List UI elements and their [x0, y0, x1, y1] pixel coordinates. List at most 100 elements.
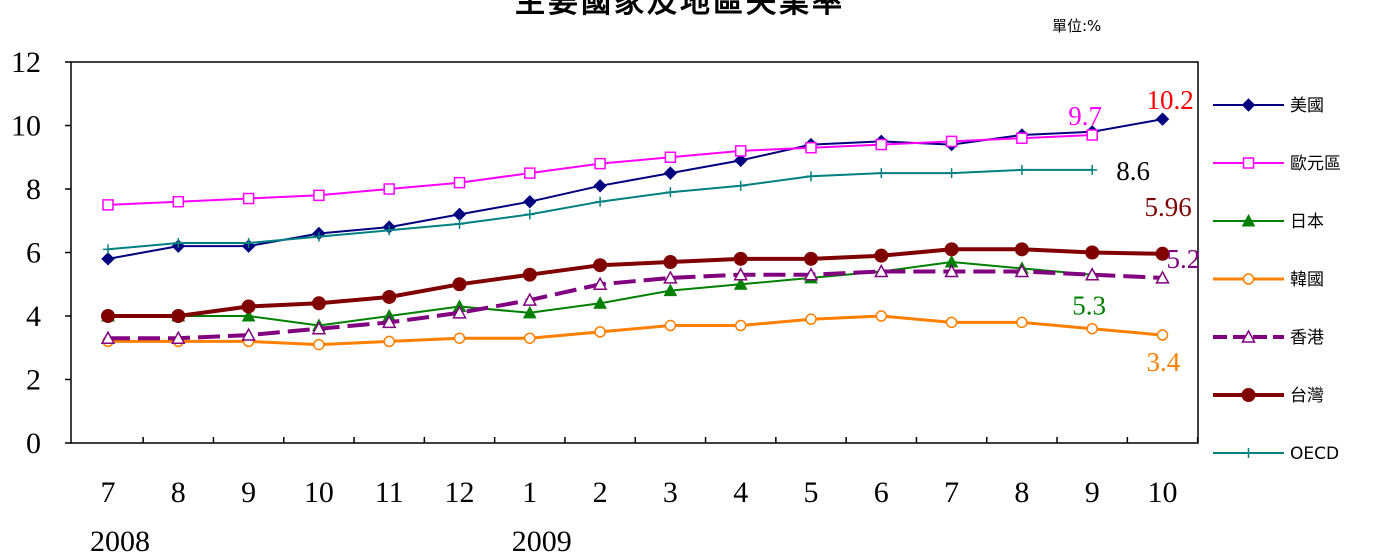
data-point — [874, 248, 889, 263]
data-point — [733, 251, 748, 266]
x-tick-label: 2 — [593, 476, 608, 509]
data-point — [664, 151, 677, 163]
legend-item-5: 台灣 — [1213, 386, 1324, 406]
data-point — [663, 166, 678, 180]
series-line — [108, 247, 1163, 318]
data-point — [453, 332, 466, 344]
data-point — [733, 267, 748, 281]
y-axis: 0 2 4 6 8 10 12 — [11, 46, 71, 460]
data-point — [664, 319, 677, 332]
data-point — [663, 283, 678, 297]
legend-label: 歐元區 — [1290, 154, 1341, 174]
data-point — [875, 138, 888, 151]
data-point — [875, 310, 888, 322]
data-point — [593, 258, 608, 273]
data-point — [805, 313, 817, 325]
data-point — [876, 168, 887, 179]
data-point — [241, 308, 256, 322]
data-point — [1086, 129, 1098, 141]
x-tick-label: 12 — [445, 476, 475, 509]
annotation-layer: 10.2 9.7 8.6 5.96 5.2 5.3 3.4 — [1068, 85, 1200, 377]
data-point — [1241, 329, 1256, 343]
y-tick-label: 8 — [26, 173, 41, 206]
data-point — [945, 316, 958, 329]
y-tick-label: 2 — [26, 364, 41, 397]
data-point — [1155, 270, 1170, 284]
x-tick-label: 3 — [663, 476, 678, 509]
data-point — [595, 196, 606, 207]
data-point — [1155, 246, 1170, 261]
data-point — [522, 305, 537, 319]
data-point — [665, 187, 676, 198]
data-point — [944, 242, 959, 257]
y-tick-label: 4 — [26, 300, 41, 333]
data-point — [594, 157, 606, 170]
data-point — [805, 141, 817, 154]
legend-label: 美國 — [1290, 96, 1324, 116]
data-point — [524, 167, 536, 179]
data-point — [733, 153, 748, 168]
value-annotation: 9.7 — [1068, 101, 1102, 131]
data-point — [1014, 263, 1030, 278]
x-tick-label: 9 — [241, 476, 256, 509]
legend-item-4: 香港 — [1213, 328, 1324, 348]
series-layer — [100, 112, 1170, 351]
data-point — [453, 176, 466, 189]
data-point — [524, 209, 535, 220]
data-point — [735, 180, 746, 191]
data-point — [311, 321, 327, 335]
data-point — [452, 277, 467, 292]
series-line — [108, 314, 1163, 347]
data-point — [1084, 267, 1100, 281]
legend-label: 香港 — [1290, 328, 1324, 348]
data-point — [1156, 329, 1169, 341]
data-point — [383, 183, 395, 195]
x-tick-label: 1 — [522, 476, 537, 509]
data-point — [384, 225, 395, 236]
data-point — [663, 255, 678, 270]
x-tick-label: 8 — [171, 476, 186, 509]
data-point — [102, 199, 114, 211]
legend-item-0: 美國 — [1213, 96, 1324, 116]
data-point — [522, 292, 538, 306]
value-annotation: 8.6 — [1116, 156, 1150, 186]
data-point — [806, 171, 816, 182]
data-point — [1155, 112, 1170, 126]
series-1 — [102, 129, 1098, 211]
data-point — [593, 179, 607, 193]
x-tick-label: 8 — [1014, 476, 1029, 509]
legend-item-6: OECD — [1213, 444, 1339, 464]
y-tick-label: 10 — [11, 110, 41, 143]
data-point — [803, 267, 819, 281]
data-point — [313, 338, 325, 351]
series-3 — [102, 310, 1169, 351]
data-point — [311, 296, 326, 311]
data-point — [874, 263, 889, 278]
data-point — [1243, 448, 1254, 458]
data-point — [593, 296, 607, 309]
data-point — [381, 314, 397, 329]
series-5 — [101, 242, 1170, 323]
data-point — [101, 252, 115, 266]
series-line — [108, 269, 1163, 341]
data-point — [1014, 242, 1029, 257]
legend-label: OECD — [1290, 444, 1339, 464]
data-point — [524, 332, 536, 344]
data-point — [1241, 388, 1256, 402]
data-point — [171, 309, 186, 323]
data-point — [1241, 213, 1256, 227]
data-point — [100, 330, 116, 344]
data-point — [1016, 316, 1028, 329]
year-label: 2009 — [512, 525, 572, 552]
x-tick-label: 10 — [1148, 476, 1178, 509]
data-point — [1241, 98, 1256, 112]
data-point — [804, 251, 818, 266]
data-point — [454, 218, 465, 229]
data-point — [242, 192, 255, 205]
data-point — [1087, 164, 1098, 175]
value-annotation: 5.3 — [1072, 291, 1106, 321]
data-point — [383, 335, 395, 348]
data-point — [101, 309, 115, 323]
x-tick-label: 9 — [1085, 476, 1100, 509]
